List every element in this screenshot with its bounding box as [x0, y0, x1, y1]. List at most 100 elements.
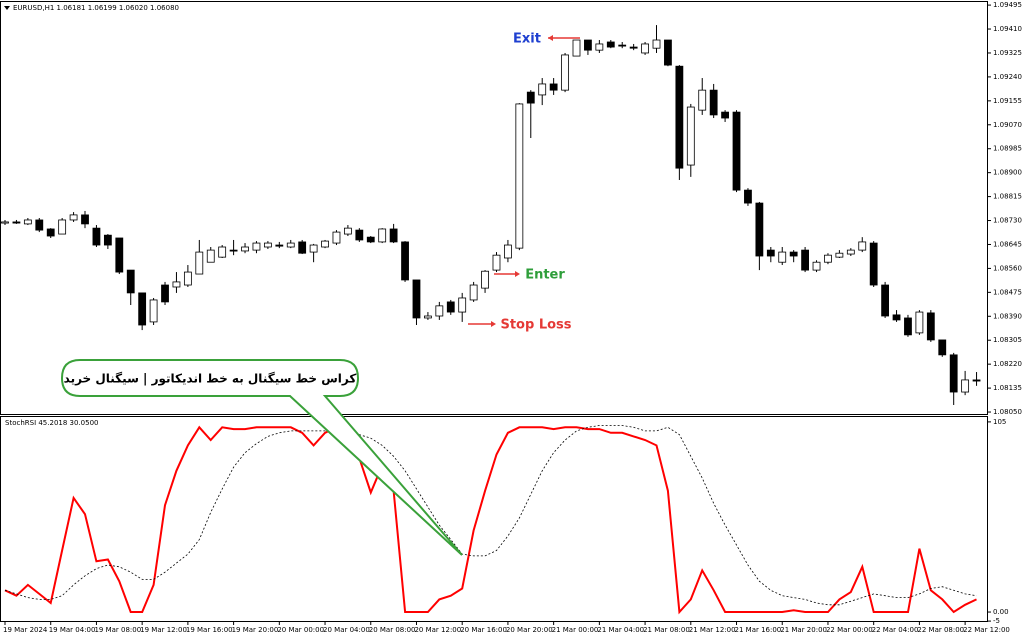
- candle-body: [686, 106, 695, 166]
- x-tick-label: 21 Mar 12:00: [689, 626, 736, 634]
- candle-body: [904, 317, 912, 336]
- candle-body: [835, 252, 844, 258]
- candle-body: [309, 244, 318, 253]
- x-tick-label: 21 Mar 20:00: [780, 626, 827, 634]
- candle-body: [526, 91, 535, 104]
- candle-body: [183, 271, 192, 286]
- candle-body: [641, 43, 649, 54]
- y-tick-label: 0.00: [993, 608, 1009, 616]
- candle-body: [869, 242, 878, 286]
- x-tick-label: 19 Mar 08:00: [94, 626, 141, 634]
- annotations: Exit Enter Stop Loss کراس خط سیگنال به خ…: [60, 32, 580, 556]
- candle-body: [926, 312, 935, 341]
- candle-body: [332, 231, 341, 244]
- candle-body: [424, 315, 432, 319]
- candle-body: [652, 39, 661, 49]
- candle-body: [115, 237, 124, 273]
- candle-body: [492, 254, 501, 271]
- x-tick-label: 20 Mar 00:00: [277, 626, 324, 634]
- candle-body: [961, 379, 970, 393]
- candle-body: [412, 279, 421, 319]
- candle-body: [35, 219, 44, 231]
- candle-body: [664, 39, 672, 66]
- symbol-title: EURUSD,H1 1.06181 1.06199 1.06020 1.0608…: [13, 4, 179, 12]
- candle-body: [229, 249, 238, 252]
- candle-body: [126, 269, 135, 294]
- y-tick-label: 1.08050: [993, 408, 1022, 416]
- candle-body: [1, 221, 9, 224]
- candle-body: [58, 219, 67, 235]
- candle-body: [321, 240, 329, 248]
- menu-triangle: [4, 6, 10, 10]
- x-tick-label: 19 Mar 2024: [3, 626, 48, 634]
- candle-body: [698, 89, 707, 111]
- y-tick-label: 1.09495: [993, 1, 1022, 9]
- y-tick-label: 1.08390: [993, 312, 1022, 320]
- y-tick-label: -5: [993, 617, 1000, 625]
- candle-body: [81, 214, 89, 225]
- candle-body: [69, 214, 78, 221]
- exit-label: Exit: [513, 32, 541, 47]
- candle-body: [892, 314, 901, 321]
- candle-body: [92, 227, 101, 246]
- candle-body: [481, 270, 489, 289]
- candle-body: [504, 244, 512, 259]
- stop-loss-label: Stop Loss: [500, 318, 571, 333]
- candle-body: [766, 249, 775, 257]
- y-tick-label: 1.08560: [993, 264, 1022, 272]
- candle-body: [972, 379, 981, 382]
- y-tick-label: 1.09410: [993, 25, 1022, 33]
- callout: [60, 359, 463, 556]
- y-tick-label: 1.08135: [993, 384, 1022, 392]
- candle-body: [606, 41, 615, 48]
- x-tick-label: 20 Mar 20:00: [506, 626, 553, 634]
- x-tick-label: 19 Mar 12:00: [140, 626, 187, 634]
- candle-body: [446, 301, 455, 313]
- y-tick-label: 1.08730: [993, 217, 1022, 225]
- candle-body: [149, 299, 158, 323]
- y-tick-label: 1.08815: [993, 193, 1022, 201]
- candle-body: [515, 103, 524, 249]
- indicator-title: StochRSI 45.2018 30.0500: [5, 419, 98, 427]
- candle-body: [46, 228, 55, 237]
- candle-body: [572, 39, 581, 57]
- y-tick-label: 1.09240: [993, 73, 1022, 81]
- enter-label: Enter: [525, 268, 565, 283]
- candle-body: [286, 242, 295, 248]
- candle-body: [709, 89, 718, 116]
- candle-body: [549, 83, 558, 91]
- y-tick-label: 1.08900: [993, 169, 1022, 177]
- candle-body: [195, 251, 204, 275]
- candle-body: [458, 297, 467, 313]
- candle-body: [789, 251, 798, 257]
- candle-body: [103, 234, 112, 246]
- x-tick-label: 21 Mar 16:00: [735, 626, 782, 634]
- candle-body: [263, 242, 272, 248]
- candle-body: [812, 261, 821, 271]
- x-tick-label: 19 Mar 20:00: [232, 626, 279, 634]
- candle-body: [744, 189, 752, 204]
- y-tick-label: 1.08985: [993, 145, 1022, 153]
- candle-body: [378, 228, 387, 243]
- candle-body: [218, 246, 227, 258]
- candle-body: [298, 241, 307, 254]
- candle-body: [675, 65, 684, 169]
- y-tick-label: 1.08475: [993, 288, 1022, 296]
- x-tick-label: 19 Mar 04:00: [49, 626, 96, 634]
- candle-body: [915, 311, 924, 334]
- x-tick-label: 21 Mar 04:00: [597, 626, 644, 634]
- candle-body: [366, 236, 375, 243]
- candle-body: [618, 44, 627, 47]
- candle-body: [275, 244, 284, 247]
- candle-body: [846, 249, 855, 255]
- candle-body: [469, 284, 478, 301]
- candle-body: [172, 281, 181, 288]
- y-tick-label: 1.09325: [993, 49, 1022, 57]
- x-tick-label: 20 Mar 08:00: [369, 626, 416, 634]
- candle-body: [401, 241, 409, 281]
- candle-body: [824, 254, 832, 263]
- x-tick-label: 22 Mar 12:00: [963, 626, 1010, 634]
